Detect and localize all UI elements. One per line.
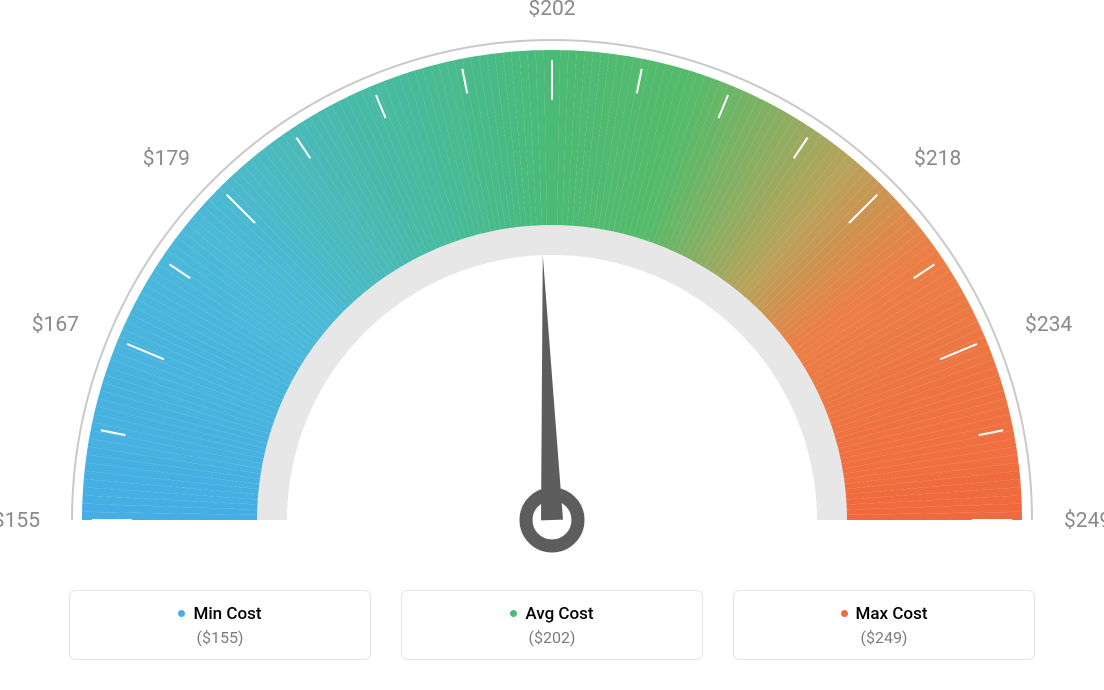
tick-label: $202 <box>528 0 575 21</box>
legend-card-max: Max Cost ($249) <box>733 590 1035 660</box>
legend-label-min: Min Cost <box>193 604 261 624</box>
legend-label-max: Max Cost <box>856 604 928 624</box>
legend-title-min: Min Cost <box>178 604 261 624</box>
legend-title-max: Max Cost <box>841 604 928 624</box>
gauge-svg: $155 $167 $179 $202 $218 $234 $249 <box>0 0 1104 570</box>
tick-label: $218 <box>914 147 961 171</box>
tick-label: $167 <box>32 313 79 337</box>
gauge-area: $155 $167 $179 $202 $218 $234 $249 <box>0 0 1104 570</box>
legend-row: Min Cost ($155) Avg Cost ($202) Max Cost… <box>0 590 1104 660</box>
legend-value-avg: ($202) <box>528 628 575 647</box>
legend-card-avg: Avg Cost ($202) <box>401 590 703 660</box>
legend-value-min: ($155) <box>196 628 243 647</box>
cost-gauge-chart: $155 $167 $179 $202 $218 $234 $249 Min Cost ($… <box>0 0 1104 690</box>
tick-label: $234 <box>1025 313 1072 337</box>
legend-dot-avg <box>510 610 517 617</box>
tick-label: $179 <box>143 147 190 171</box>
legend-value-max: ($249) <box>860 628 907 647</box>
legend-card-min: Min Cost ($155) <box>69 590 371 660</box>
legend-dot-min <box>178 610 185 617</box>
legend-dot-max <box>841 610 848 617</box>
legend-title-avg: Avg Cost <box>510 604 593 624</box>
legend-label-avg: Avg Cost <box>525 604 593 624</box>
tick-label: $249 <box>1064 509 1104 533</box>
tick-label: $155 <box>0 509 40 533</box>
